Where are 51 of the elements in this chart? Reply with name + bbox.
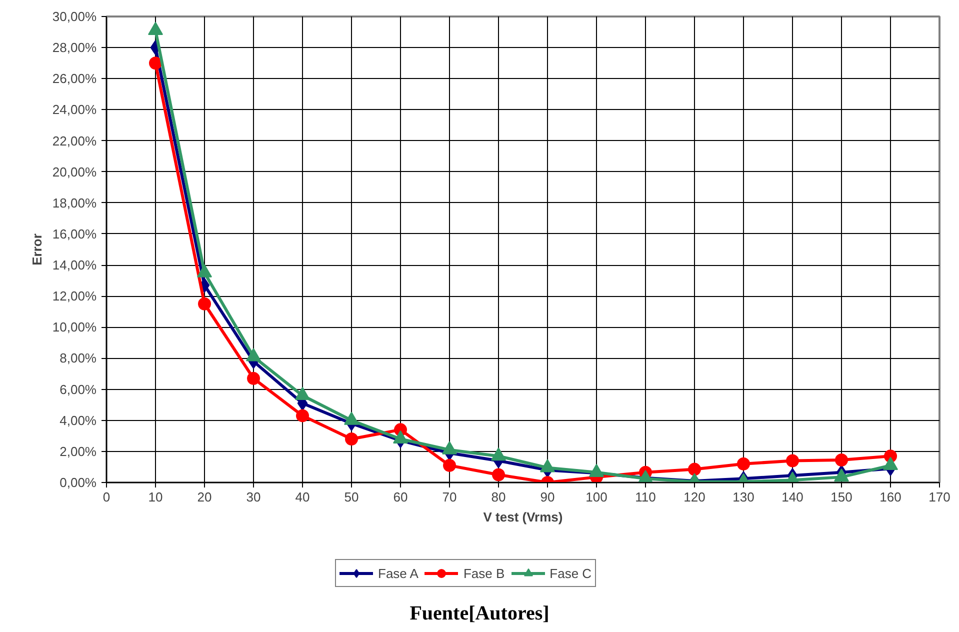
point [198,297,211,310]
y-tick-label: 8,00% [60,350,97,366]
y-tick-label: 0,00% [60,475,97,490]
point [345,432,358,446]
x-tick-label: 130 [732,490,754,504]
x-tick-label: 120 [684,490,706,504]
y-tick-label: 10,00% [52,320,97,335]
y-tick-label: 14,00% [52,258,97,273]
y-tick-label: 26,00% [52,71,97,86]
x-tick-label: 10 [148,490,163,504]
x-tick-label: 110 [635,490,656,504]
x-tick-label: 80 [491,490,506,504]
y-tick-label: 18,00% [52,195,97,210]
legend-label: Fase A [378,566,418,580]
x-tick-label: 20 [197,490,212,504]
x-tick-label: 0 [102,490,110,504]
y-tick-label: 2,00% [60,444,97,459]
y-tick-label: 28,00% [52,40,97,56]
x-tick-label: 140 [782,490,804,504]
legend-label: Fase B [463,566,505,580]
x-tick-label: 170 [928,490,950,504]
x-axis-title: V test (Vrms) [483,510,563,524]
y-tick-label: 30,00% [52,9,97,24]
point [688,462,701,476]
point [247,372,260,385]
point [149,56,162,70]
point [296,409,309,422]
source-note: Fuente[Autores] [410,602,550,624]
y-tick-label: 4,00% [60,412,97,428]
point [737,457,750,470]
x-tick-label: 70 [442,490,457,504]
y-axis-title: Error [29,234,44,266]
point [786,454,799,468]
y-tick-label: 12,00% [52,288,97,304]
x-tick-label: 100 [586,490,608,504]
legend-label: Fase C [550,566,592,580]
x-tick-label: 160 [880,490,902,504]
y-tick-label: 24,00% [52,102,97,118]
y-tick-label: 6,00% [60,382,97,397]
point [492,468,505,482]
point [835,453,848,466]
point [443,458,456,472]
x-tick-label: 40 [295,490,310,504]
x-tick-label: 150 [830,490,852,504]
x-tick-label: 90 [540,490,555,504]
y-tick-label: 20,00% [52,164,97,180]
y-tick-label: 16,00% [52,226,97,242]
x-tick-label: 60 [393,490,408,504]
x-tick-label: 50 [344,490,359,504]
x-tick-label: 30 [246,490,261,504]
y-tick-label: 22,00% [52,133,97,148]
